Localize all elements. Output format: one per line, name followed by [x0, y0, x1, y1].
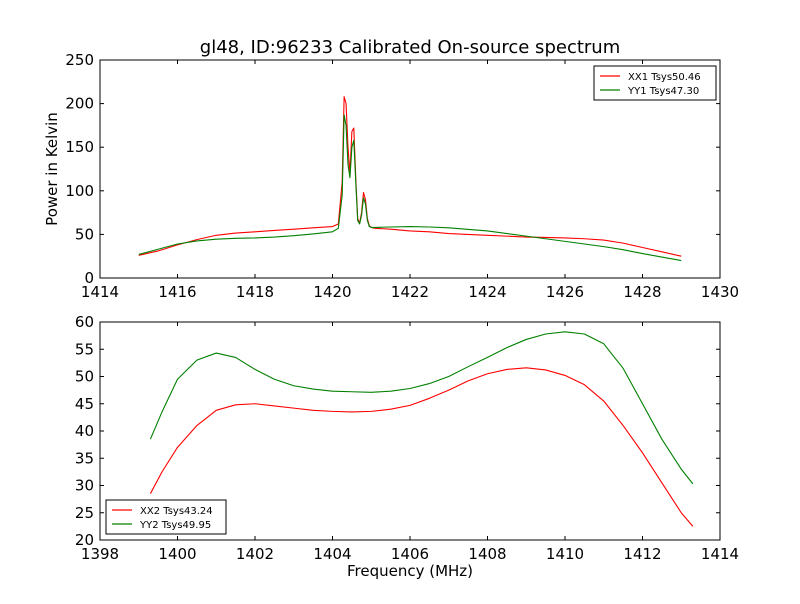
chart2-x-axis-label: Frequency (MHz) [347, 562, 473, 580]
chart1-ytick-label: 150 [65, 138, 94, 156]
chart1-ytick-label: 250 [65, 51, 94, 69]
chart2-xtick-label: 1406 [391, 545, 429, 563]
chart1-xtick-label: 1424 [468, 283, 506, 301]
chart1-legend-label-1: XX1 Tsys50.46 [628, 72, 701, 83]
chart2-legend-label-1: XX2 Tsys43.24 [140, 506, 213, 517]
chart2-ytick-label: 20 [75, 531, 94, 549]
chart1-xtick-label: 1420 [313, 283, 351, 301]
chart1-xtick-label: 1418 [236, 283, 274, 301]
chart2-legend-box [105, 499, 227, 535]
chart2-xtick-label: 1402 [236, 545, 274, 563]
chart2-xtick-label: 1410 [546, 545, 584, 563]
chart2-legend-label-2: YY2 Tsys49.95 [139, 520, 211, 531]
chart1-xtick-label: 1428 [623, 283, 661, 301]
top-spectrum-plot: 1414 1416 1418 1420 1422 1424 1426 1428 1430 0 50 1… [43, 51, 739, 301]
chart2-ytick-label: 40 [75, 422, 94, 440]
chart2-ytick-label: 55 [75, 340, 94, 358]
chart2-xtick-label: 1414 [701, 545, 739, 563]
chart2-ytick-label: 30 [75, 477, 94, 495]
chart1-series-line-2 [138, 114, 682, 262]
chart1-ytick-label: 50 [75, 225, 94, 243]
chart1-ytick-label: 100 [65, 182, 94, 200]
chart1-xtick-label: 1430 [701, 283, 739, 301]
chart1-xtick-label: 1426 [546, 283, 584, 301]
chart-title: gl48, ID:96233 Calibrated On-source spec… [200, 37, 620, 58]
chart1-legend-box [593, 65, 717, 101]
chart2-xtick-label: 1412 [623, 545, 661, 563]
chart1-y-axis-label: Power in Kelvin [43, 112, 61, 226]
bottom-spectrum-plot: 1398 1400 1402 1404 1406 1408 1410 1412 1414 20 25… [75, 313, 739, 580]
chart2-xtick-label: 1408 [468, 545, 506, 563]
chart2-ytick-label: 35 [75, 449, 94, 467]
chart2-xtick-label: 1404 [313, 545, 351, 563]
chart2-xtick-label: 1398 [81, 545, 119, 563]
chart1-xtick-label: 1416 [158, 283, 196, 301]
chart2-ytick-label: 25 [75, 504, 94, 522]
chart1-ytick-label: 0 [84, 269, 94, 287]
chart1-ytick-label: 200 [65, 95, 94, 113]
chart2-series-line-1 [149, 367, 694, 527]
chart1-xtick-label: 1414 [81, 283, 119, 301]
chart2-ytick-label: 60 [75, 313, 94, 331]
chart1-xtick-label: 1422 [391, 283, 429, 301]
chart2-series-line-2 [149, 331, 694, 485]
chart1-legend-label-2: YY1 Tsys47.30 [627, 86, 699, 97]
chart2-xtick-label: 1400 [158, 545, 196, 563]
chart2-ytick-label: 45 [75, 395, 94, 413]
chart2-ytick-label: 50 [75, 368, 94, 386]
